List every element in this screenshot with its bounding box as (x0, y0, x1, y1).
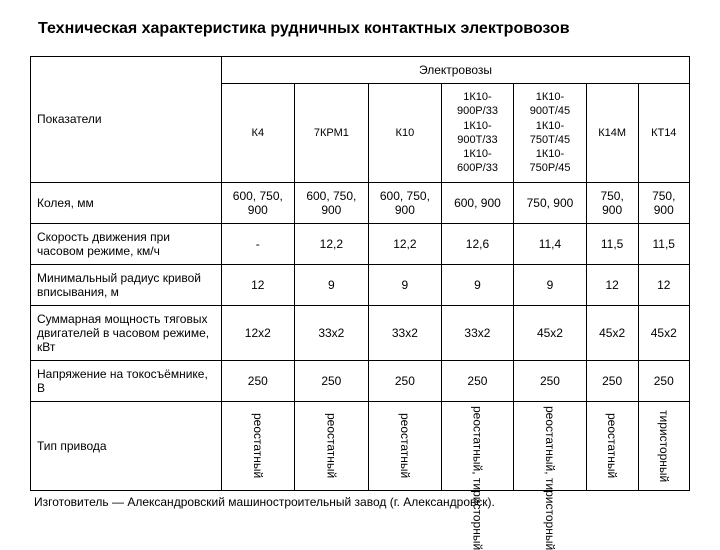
col-2: К10 (369, 84, 442, 183)
cell: 11,5 (638, 223, 689, 264)
cell: 12,2 (369, 223, 442, 264)
cell: 600, 750, 900 (369, 182, 442, 223)
table-row: Минимальный радиус кривой вписывания, м1… (31, 264, 690, 305)
cell: 750, 900 (638, 182, 689, 223)
row-label: Суммарная мощность тяговых двигателей в … (31, 305, 222, 360)
cell: 11,4 (514, 223, 587, 264)
row-label: Напряжение на токосъёмнике, В (31, 360, 222, 401)
cell: 12 (586, 264, 638, 305)
drive-1: реостатный (294, 401, 368, 490)
table-row: Колея, мм600, 750, 900600, 750, 900600, … (31, 182, 690, 223)
cell: 12х2 (222, 305, 295, 360)
col-3: 1К10-900Р/331К10-900Т/331К10-600Р/33 (441, 84, 514, 183)
drive-6: тиристорный (638, 401, 689, 490)
table-row: Суммарная мощность тяговых двигателей в … (31, 305, 690, 360)
col-6: КТ14 (638, 84, 689, 183)
col-4: 1К10-900Т/451К10-750Т/451К10-750Р/45 (514, 84, 587, 183)
cell: 250 (222, 360, 295, 401)
cell: 12 (638, 264, 689, 305)
drive-2: реостатный (369, 401, 442, 490)
cell: 250 (441, 360, 514, 401)
cell: 45х2 (586, 305, 638, 360)
drive-label: Тип привода (31, 401, 222, 490)
cell: 9 (369, 264, 442, 305)
drive-0: реостатный (222, 401, 295, 490)
cell: 600, 750, 900 (222, 182, 295, 223)
cell: 600, 750, 900 (294, 182, 368, 223)
cell: 600, 900 (441, 182, 514, 223)
cell: 250 (369, 360, 442, 401)
row-label: Колея, мм (31, 182, 222, 223)
header-group: Электровозы (222, 57, 690, 84)
cell: 250 (294, 360, 368, 401)
cell: 9 (294, 264, 368, 305)
table-row: Напряжение на токосъёмнике, В25025025025… (31, 360, 690, 401)
drive-row: Тип привода реостатный реостатный реоста… (31, 401, 690, 490)
cell: 750, 900 (586, 182, 638, 223)
drive-5: реостатный (586, 401, 638, 490)
header-param: Показатели (31, 57, 222, 183)
row-label: Минимальный радиус кривой вписывания, м (31, 264, 222, 305)
cell: 250 (586, 360, 638, 401)
col-1: 7КРМ1 (294, 84, 368, 183)
cell: - (222, 223, 295, 264)
drive-3: реостатный, тиристорный (441, 401, 514, 490)
row-label: Скорость движения при часовом режиме, км… (31, 223, 222, 264)
drive-4: реостатный, тиристорный (514, 401, 587, 490)
cell: 45х2 (638, 305, 689, 360)
cell: 11,5 (586, 223, 638, 264)
cell: 750, 900 (514, 182, 587, 223)
spec-table: Показатели Электровозы К4 7КРМ1 К10 1К10… (30, 56, 690, 491)
col-0: К4 (222, 84, 295, 183)
cell: 12,6 (441, 223, 514, 264)
cell: 12 (222, 264, 295, 305)
cell: 9 (441, 264, 514, 305)
cell: 250 (514, 360, 587, 401)
cell: 33х2 (369, 305, 442, 360)
footer-text: Изготовитель — Александровский машиностр… (30, 495, 690, 509)
cell: 9 (514, 264, 587, 305)
cell: 33х2 (441, 305, 514, 360)
cell: 250 (638, 360, 689, 401)
cell: 45х2 (514, 305, 587, 360)
col-5: К14М (586, 84, 638, 183)
table-row: Скорость движения при часовом режиме, км… (31, 223, 690, 264)
cell: 33х2 (294, 305, 368, 360)
page-title: Техническая характеристика рудничных кон… (38, 20, 690, 38)
cell: 12,2 (294, 223, 368, 264)
